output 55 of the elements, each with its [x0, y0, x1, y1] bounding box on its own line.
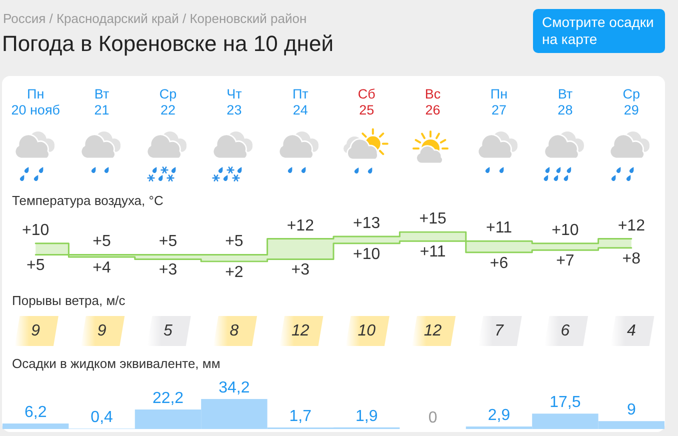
- data-label: +12: [618, 217, 646, 234]
- x-tick-label: Пн 20 нояб: [11, 86, 60, 118]
- data-label: 6: [560, 322, 570, 340]
- data-label: +10: [22, 222, 50, 239]
- data-label: +8: [622, 250, 641, 268]
- data-label: +12: [286, 217, 314, 234]
- data-label: 9: [97, 322, 106, 340]
- x-tick-label: Вт 28: [558, 86, 573, 118]
- data-label: +3: [291, 262, 310, 279]
- map-button: Смотрите осадки на карте: [533, 9, 665, 53]
- data-label: 6,2: [24, 404, 47, 422]
- data-label: +4: [92, 259, 112, 276]
- data-label: 4: [626, 322, 636, 340]
- data-label: +11: [420, 244, 446, 261]
- data-label: +15: [419, 210, 446, 228]
- data-label: 7: [494, 322, 505, 340]
- data-label: 1,9: [355, 408, 378, 425]
- data-label: 5: [164, 322, 173, 340]
- y-axis-title: Температура воздуха, °C: [12, 193, 164, 209]
- data-label: 9: [31, 322, 40, 340]
- data-label: 22,2: [152, 390, 184, 408]
- data-label: +5: [158, 233, 178, 250]
- data-label: 10: [358, 322, 376, 340]
- data-label: +13: [353, 215, 380, 232]
- data-label: 2,9: [488, 406, 510, 424]
- data-label: 17,5: [550, 394, 581, 412]
- data-label: 0: [428, 410, 438, 426]
- x-tick-label: Вс 26: [424, 86, 441, 118]
- x-tick-label: Ср 22: [159, 86, 177, 118]
- y-axis-title: Осадки в жидком эквиваленте, мм: [12, 356, 220, 372]
- x-tick-label: Пн 27: [490, 86, 508, 118]
- data-label: +3: [158, 262, 178, 279]
- data-label: +10: [353, 246, 380, 263]
- data-label: +5: [92, 233, 112, 250]
- data-label: +6: [490, 254, 508, 272]
- chart-title: Погода в Кореновске на 10 дней: [2, 31, 334, 56]
- x-tick-label: Чт 23: [226, 86, 242, 118]
- data-label: 1,7: [289, 408, 312, 426]
- data-label: 8: [230, 322, 239, 340]
- x-tick-label: Сб 25: [358, 86, 376, 118]
- x-tick-label: Пт 24: [292, 86, 308, 118]
- data-label: +5: [225, 233, 244, 250]
- data-label: +7: [556, 252, 574, 270]
- data-label: +11: [486, 220, 512, 237]
- data-label: 34,2: [218, 380, 250, 396]
- data-label: 0,4: [90, 409, 114, 426]
- data-label: 12: [292, 322, 310, 340]
- data-label: +10: [552, 222, 579, 239]
- data-label: 9: [626, 402, 636, 419]
- x-tick-label: Вт 21: [94, 86, 110, 118]
- data-label: 12: [424, 322, 442, 340]
- text: Россия / Краснодарский край / Кореновский район: [3, 11, 307, 26]
- data-label: +5: [26, 257, 45, 274]
- data-label: +2: [225, 264, 244, 281]
- x-tick-label: Ср 29: [622, 86, 640, 118]
